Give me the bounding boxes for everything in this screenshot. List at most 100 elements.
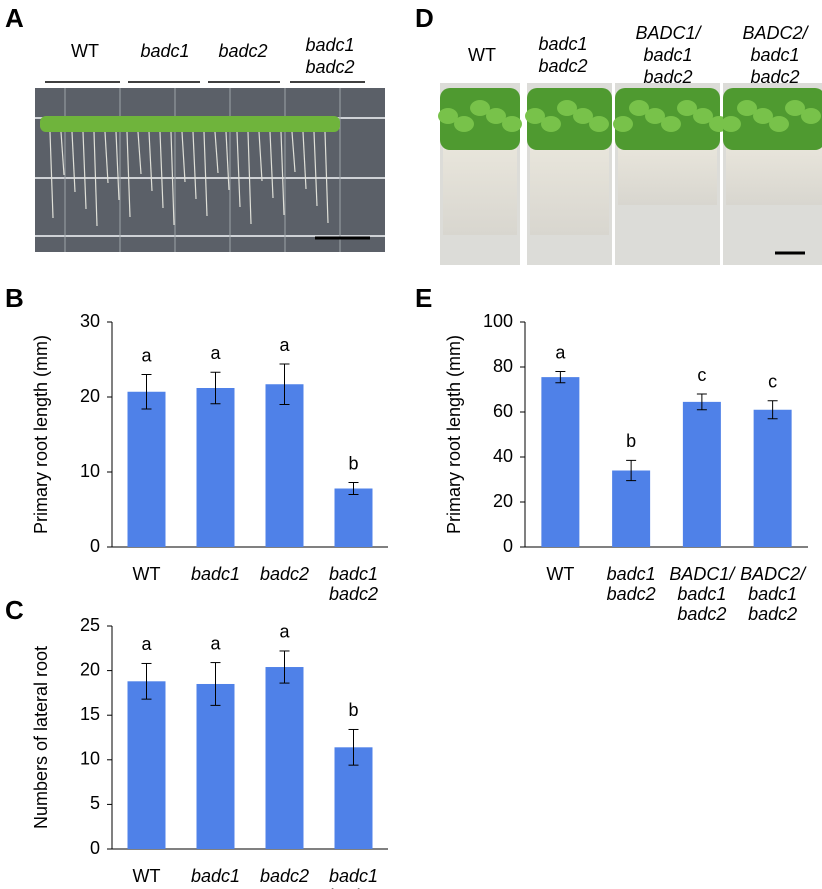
x-tick-label: BADC2/ bbox=[740, 564, 807, 584]
photo-label: badc2 bbox=[538, 56, 587, 76]
x-tick-label: badc2 bbox=[260, 564, 309, 584]
significance-letter: a bbox=[210, 633, 221, 653]
leaf bbox=[502, 116, 522, 132]
bar bbox=[265, 667, 304, 849]
leaves bbox=[440, 88, 520, 150]
leaf bbox=[753, 108, 773, 124]
x-tick-label: badc2 bbox=[677, 604, 726, 624]
x-tick-label: badc2 bbox=[329, 584, 378, 604]
y-tick-label: 15 bbox=[80, 704, 100, 724]
leaf bbox=[541, 116, 561, 132]
significance-letter: a bbox=[279, 622, 290, 642]
bar bbox=[196, 683, 235, 849]
significance-letter: a bbox=[141, 345, 152, 365]
x-tick-label: badc2 bbox=[607, 584, 656, 604]
significance-letter: b bbox=[348, 700, 358, 720]
y-axis-label: Primary root length (mm) bbox=[444, 335, 464, 534]
photo-label: badc1 bbox=[305, 35, 354, 55]
seedlings bbox=[40, 116, 340, 132]
y-tick-label: 60 bbox=[493, 401, 513, 421]
x-tick-label: badc1 bbox=[677, 584, 726, 604]
bar bbox=[127, 681, 166, 849]
bar bbox=[334, 488, 373, 547]
photo-label: badc2 bbox=[750, 67, 799, 87]
leaf bbox=[785, 100, 805, 116]
leaf bbox=[589, 116, 609, 132]
significance-letter: a bbox=[279, 335, 290, 355]
root bbox=[324, 131, 329, 224]
root bbox=[148, 131, 153, 192]
y-tick-label: 10 bbox=[80, 749, 100, 769]
root bbox=[225, 131, 230, 191]
panel-letter: D bbox=[415, 3, 434, 33]
bar bbox=[265, 384, 304, 547]
root bbox=[104, 131, 109, 184]
root bbox=[159, 131, 164, 209]
y-tick-label: 0 bbox=[90, 838, 100, 858]
x-tick-label: badc2 bbox=[329, 886, 378, 889]
root bbox=[49, 131, 54, 219]
leaf bbox=[721, 116, 741, 132]
y-tick-label: 25 bbox=[80, 615, 100, 635]
significance-letter: c bbox=[697, 365, 706, 385]
bar bbox=[541, 377, 580, 547]
y-tick-label: 0 bbox=[503, 536, 513, 556]
significance-letter: a bbox=[555, 342, 566, 362]
photo bbox=[35, 88, 385, 252]
root bbox=[126, 131, 131, 218]
root bbox=[115, 131, 120, 201]
x-tick-label: badc1 bbox=[329, 866, 378, 886]
leaf bbox=[677, 100, 697, 116]
root bbox=[71, 131, 76, 193]
leaves bbox=[527, 88, 612, 150]
bar bbox=[612, 470, 651, 547]
root bbox=[302, 131, 307, 190]
bar bbox=[127, 391, 166, 547]
y-tick-label: 20 bbox=[80, 386, 100, 406]
roots bbox=[726, 143, 822, 205]
root bbox=[280, 131, 285, 216]
root bbox=[137, 131, 142, 175]
photo-label: badc2 bbox=[305, 57, 354, 77]
leaf bbox=[661, 116, 681, 132]
root bbox=[93, 131, 98, 227]
y-tick-label: 20 bbox=[493, 491, 513, 511]
leaf bbox=[801, 108, 821, 124]
y-tick-label: 20 bbox=[80, 659, 100, 679]
root bbox=[236, 131, 241, 208]
root bbox=[170, 131, 175, 226]
roots bbox=[618, 143, 717, 205]
photo-label: badc1 bbox=[140, 41, 189, 61]
significance-letter: a bbox=[210, 343, 221, 363]
roots bbox=[530, 143, 609, 235]
leaf bbox=[693, 108, 713, 124]
y-tick-label: 30 bbox=[80, 311, 100, 331]
photo-label: badc2 bbox=[643, 67, 692, 87]
x-tick-label: badc1 bbox=[191, 564, 240, 584]
x-tick-label: badc1 bbox=[748, 584, 797, 604]
x-tick-label: badc2 bbox=[748, 604, 797, 624]
root bbox=[181, 131, 186, 183]
y-tick-label: 10 bbox=[80, 461, 100, 481]
leaf bbox=[454, 116, 474, 132]
leaf bbox=[645, 108, 665, 124]
root bbox=[214, 131, 219, 174]
panel-letter: B bbox=[5, 283, 24, 313]
bar bbox=[753, 409, 792, 547]
leaf bbox=[557, 100, 577, 116]
x-tick-label: WT bbox=[133, 564, 161, 584]
panel-letter: E bbox=[415, 283, 432, 313]
leaf bbox=[470, 100, 490, 116]
leaf bbox=[769, 116, 789, 132]
x-tick-label: WT bbox=[546, 564, 574, 584]
roots bbox=[443, 143, 517, 235]
leaf bbox=[438, 108, 458, 124]
y-tick-label: 5 bbox=[90, 793, 100, 813]
panel-letter: A bbox=[5, 3, 24, 33]
photo-label: badc1 bbox=[643, 45, 692, 65]
significance-letter: c bbox=[768, 372, 777, 392]
photo-label: WT bbox=[71, 41, 99, 61]
y-tick-label: 100 bbox=[483, 311, 513, 331]
y-tick-label: 40 bbox=[493, 446, 513, 466]
